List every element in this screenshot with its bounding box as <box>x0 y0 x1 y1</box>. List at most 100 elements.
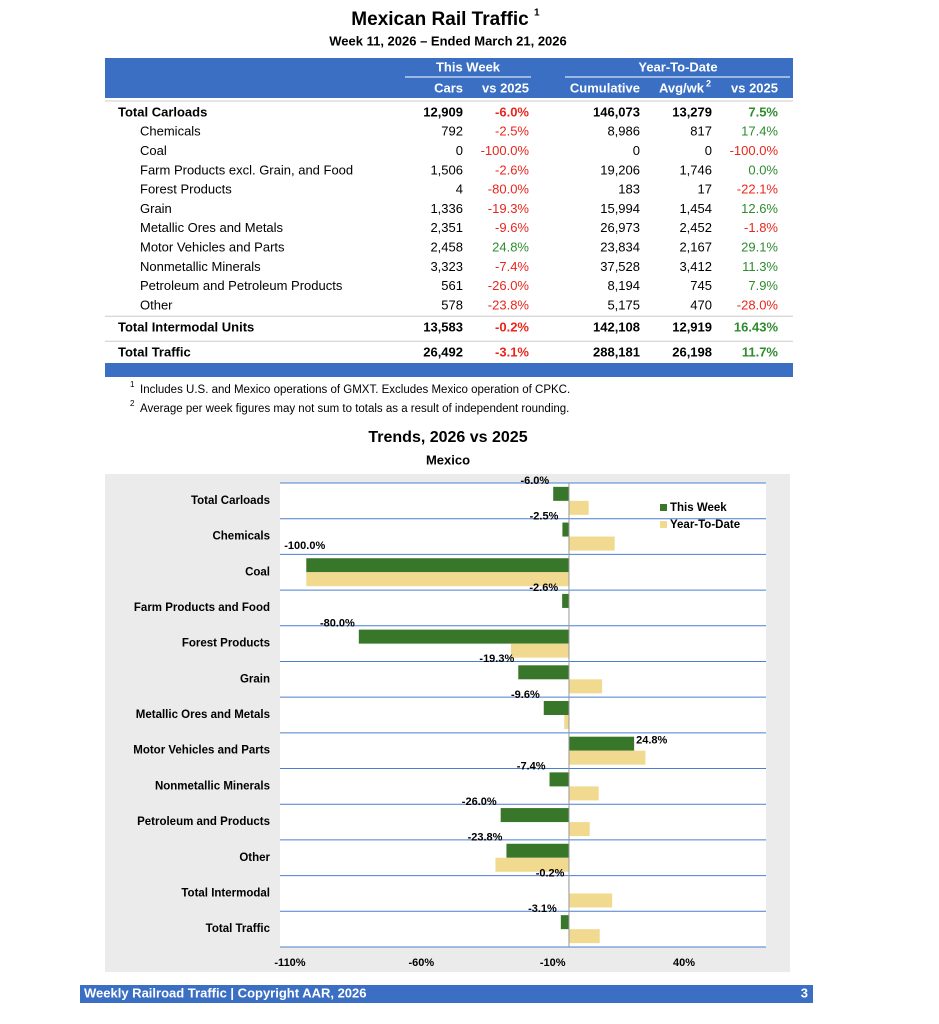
bar <box>495 857 569 872</box>
y-tick-label: Total Carloads <box>191 495 270 507</box>
cell: 0 <box>633 143 640 158</box>
bar <box>549 772 569 787</box>
cell: 4 <box>456 182 463 197</box>
bar <box>568 822 590 837</box>
x-tick-label: -10% <box>540 957 566 969</box>
table-bottom-bar <box>105 363 793 377</box>
cell: 17.4% <box>741 124 778 139</box>
footnote: Average per week figures may not sum to … <box>140 403 569 415</box>
legend-label: This Week <box>670 502 727 514</box>
data-label: -100.0% <box>284 540 325 552</box>
footer-bar <box>80 985 813 1003</box>
data-label: -9.6% <box>511 689 540 701</box>
data-label: -7.4% <box>517 760 546 772</box>
footnote: Includes U.S. and Mexico operations of G… <box>140 384 570 396</box>
bar <box>564 715 569 729</box>
cell: 5,175 <box>607 297 640 312</box>
y-tick-label: Total Intermodal <box>181 887 270 899</box>
y-tick-label: Chemicals <box>212 531 270 543</box>
bar <box>560 915 569 930</box>
cell: 2,458 <box>430 240 463 255</box>
cell: 16.43% <box>734 320 779 335</box>
row-label: Grain <box>140 201 172 216</box>
y-tick-label: Other <box>239 852 270 864</box>
bar <box>568 500 589 515</box>
cell: -19.3% <box>488 201 530 216</box>
bar <box>510 643 569 658</box>
cell: -26.0% <box>488 278 530 293</box>
row-total-label: Total Carloads <box>118 104 207 119</box>
bar <box>568 679 603 694</box>
row-label: Nonmetallic Minerals <box>140 259 261 274</box>
cell: 19,206 <box>600 162 640 177</box>
cell: 12,919 <box>672 320 712 335</box>
data-label: -3.1% <box>528 903 557 915</box>
data-label: -19.3% <box>479 653 514 665</box>
column-note: 2 <box>706 78 711 88</box>
x-tick-label: -60% <box>409 957 435 969</box>
column-header: Avg/wk <box>659 80 705 95</box>
bar <box>506 843 569 858</box>
column-header: vs 2025 <box>482 80 529 95</box>
cell: 29.1% <box>741 240 778 255</box>
cell: -2.5% <box>495 124 529 139</box>
cell: 1,746 <box>679 162 712 177</box>
cell: 2,452 <box>679 220 712 235</box>
subtitle: Week 11, 2026 – Ended March 21, 2026 <box>329 33 567 48</box>
cell: 12,909 <box>423 104 463 119</box>
legend-swatch <box>660 504 667 511</box>
cell: 0.0% <box>748 162 778 177</box>
cell: 288,181 <box>593 345 640 360</box>
data-label: -2.5% <box>530 510 559 522</box>
title-note: 1 <box>534 8 540 19</box>
y-tick-label: Petroleum and Products <box>137 816 270 828</box>
bar <box>568 750 646 765</box>
cell: -100.0% <box>730 143 779 158</box>
cell: 2,351 <box>430 220 463 235</box>
data-label: -80.0% <box>320 618 355 630</box>
cell: 792 <box>441 124 463 139</box>
bar <box>568 786 599 801</box>
row-label: Other <box>140 297 173 312</box>
cell: 745 <box>690 278 712 293</box>
cell: 26,973 <box>600 220 640 235</box>
cell: 7.5% <box>748 104 778 119</box>
bar <box>543 701 569 715</box>
plot-area <box>280 483 766 947</box>
x-tick-label: -110% <box>274 957 305 969</box>
title: Mexican Rail Traffic <box>351 9 529 30</box>
cell: -100.0% <box>481 143 530 158</box>
data-label: -23.8% <box>468 832 503 844</box>
cell: 15,994 <box>600 201 640 216</box>
legend-swatch <box>660 521 667 528</box>
cell: 12.6% <box>741 201 778 216</box>
cell: -80.0% <box>488 182 530 197</box>
cell: -28.0% <box>737 297 779 312</box>
cell: 37,528 <box>600 259 640 274</box>
cell: 1,454 <box>679 201 712 216</box>
cell: 11.7% <box>742 345 779 360</box>
cell: 0 <box>705 143 712 158</box>
cell: 578 <box>441 297 463 312</box>
bar <box>568 893 613 908</box>
cell: 23,834 <box>600 240 640 255</box>
row-label: Chemicals <box>140 124 201 139</box>
cell: -1.8% <box>744 220 778 235</box>
data-label: -6.0% <box>520 475 549 487</box>
cell: 470 <box>690 297 712 312</box>
data-label: -2.6% <box>529 582 558 594</box>
cell: 26,492 <box>423 345 463 360</box>
row-total-label: Total Intermodal Units <box>118 320 254 335</box>
cell: 817 <box>690 124 712 139</box>
bar <box>306 572 569 587</box>
cell: -22.1% <box>737 182 779 197</box>
table-header-bar <box>105 58 793 98</box>
y-tick-label: Coal <box>245 566 270 578</box>
row-label: Petroleum and Petroleum Products <box>140 278 343 293</box>
cell: 3,323 <box>430 259 463 274</box>
row-label: Metallic Ores and Metals <box>140 220 284 235</box>
cell: 11.3% <box>742 259 778 274</box>
footnote-marker: 2 <box>130 399 135 408</box>
cell: 561 <box>441 278 463 293</box>
cell: 26,198 <box>672 345 712 360</box>
